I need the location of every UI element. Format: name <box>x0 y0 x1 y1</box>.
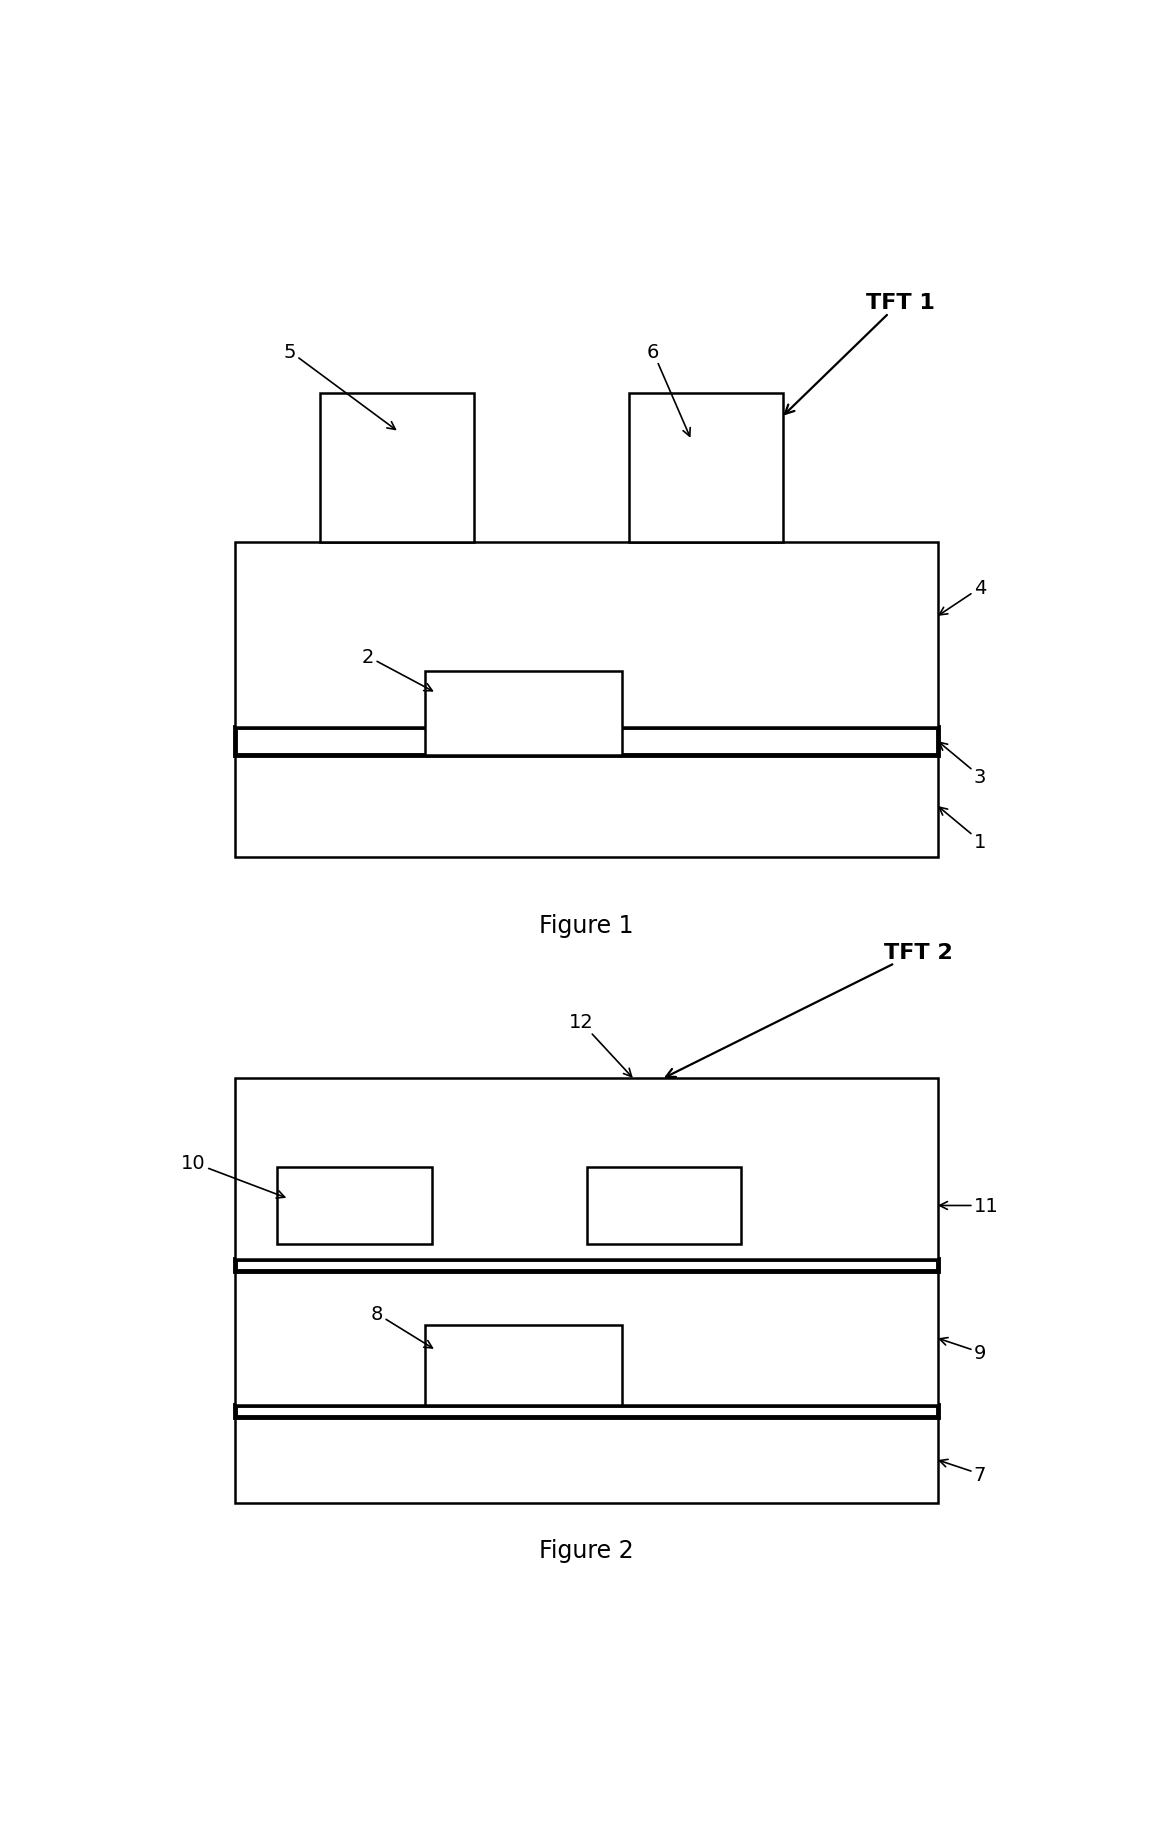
Bar <box>235 755 938 857</box>
Bar <box>235 727 938 755</box>
Bar <box>235 1272 938 1406</box>
Bar <box>425 1325 622 1406</box>
Text: 12: 12 <box>568 1014 632 1077</box>
Bar <box>425 671 622 755</box>
Text: 1: 1 <box>939 808 987 851</box>
Bar <box>235 1079 938 1260</box>
Bar <box>278 1169 432 1243</box>
Text: 3: 3 <box>939 742 987 786</box>
Text: Figure 1: Figure 1 <box>539 913 633 937</box>
Text: 6: 6 <box>647 343 690 438</box>
Bar <box>235 1406 938 1416</box>
Text: TFT 1: TFT 1 <box>786 294 934 414</box>
Text: TFT 2: TFT 2 <box>666 942 953 1077</box>
Text: 5: 5 <box>284 343 395 430</box>
Bar <box>320 394 474 543</box>
Bar <box>235 1416 938 1504</box>
Text: 4: 4 <box>939 580 987 616</box>
Bar <box>629 394 783 543</box>
Text: Figure 2: Figure 2 <box>539 1539 633 1562</box>
Text: 10: 10 <box>181 1154 285 1198</box>
Text: 11: 11 <box>940 1196 998 1216</box>
Text: 8: 8 <box>371 1305 432 1349</box>
Bar <box>235 1260 938 1272</box>
Text: 7: 7 <box>940 1460 987 1484</box>
Bar <box>587 1169 741 1243</box>
Text: 2: 2 <box>361 647 432 691</box>
Bar <box>235 543 938 727</box>
Text: 9: 9 <box>940 1338 987 1362</box>
